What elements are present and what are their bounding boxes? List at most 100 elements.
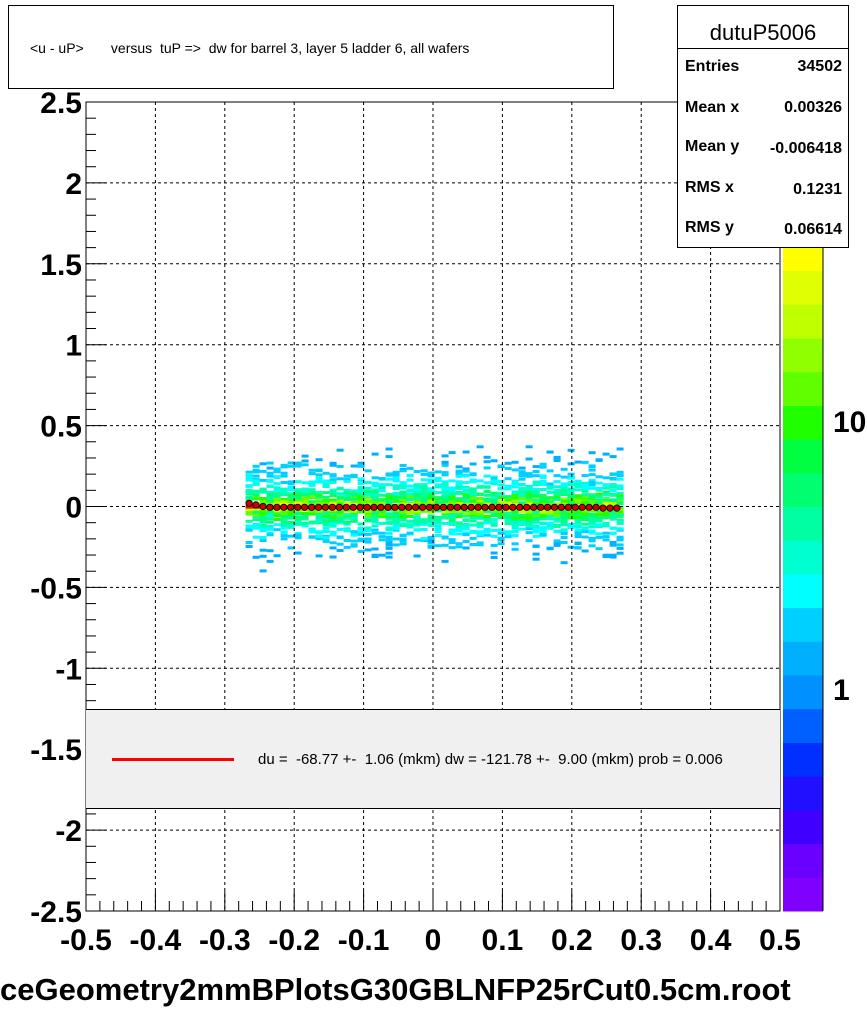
profile-point	[391, 503, 399, 511]
heat-cell	[329, 461, 337, 465]
heat-cell	[525, 524, 533, 528]
x-tick-label: 0.2	[551, 924, 593, 957]
heat-cell	[560, 522, 568, 526]
heat-cell	[252, 510, 260, 514]
heat-cell	[280, 510, 288, 514]
heat-cell	[406, 519, 414, 523]
heat-cell	[322, 536, 330, 540]
heat-cell	[462, 518, 470, 522]
heat-cell	[434, 483, 442, 487]
heat-cell	[553, 480, 561, 484]
heat-cell	[469, 523, 477, 527]
heat-cell	[245, 476, 253, 480]
heat-cell	[588, 495, 596, 499]
heat-cell	[532, 557, 540, 561]
profile-point	[550, 503, 559, 511]
heat-cell	[406, 531, 414, 535]
heat-cell	[273, 494, 281, 498]
heat-cell	[266, 517, 274, 521]
heat-cell	[322, 502, 330, 505]
heat-cell	[378, 512, 386, 516]
heat-cell	[273, 486, 281, 490]
heat-cell	[420, 489, 428, 493]
heat-cell	[301, 521, 309, 525]
heat-cell	[308, 495, 316, 499]
heat-cell	[280, 534, 288, 538]
heat-cell	[392, 471, 400, 475]
heat-cell	[511, 482, 519, 486]
heat-cell	[504, 530, 512, 534]
heat-cell	[357, 530, 365, 534]
heat-cell	[427, 480, 435, 484]
heat-cell	[497, 536, 505, 540]
heat-cell	[567, 483, 575, 487]
heat-cell	[469, 543, 477, 547]
heat-cell	[329, 541, 337, 545]
heat-cell	[574, 482, 582, 486]
y-tick-label: 1	[65, 330, 82, 363]
heat-cell	[567, 523, 575, 526]
heat-cell	[322, 539, 330, 543]
heat-cell	[532, 527, 540, 531]
heat-cell	[287, 464, 295, 468]
heat-cell	[518, 514, 526, 517]
heat-cell	[497, 509, 505, 513]
heat-cell	[378, 477, 386, 481]
y-tick-label: -2	[55, 815, 82, 848]
heat-cell	[525, 493, 533, 497]
heat-cell	[245, 519, 253, 523]
heat-cell	[518, 527, 526, 531]
heat-cell	[525, 515, 533, 519]
heat-cell	[462, 485, 470, 489]
heat-cell	[511, 526, 519, 529]
heat-cell	[252, 555, 260, 559]
heat-cell	[532, 515, 540, 518]
heat-cell	[511, 510, 519, 514]
heat-cell	[602, 535, 610, 539]
palette-cell	[783, 809, 823, 845]
heat-cell	[469, 516, 477, 520]
heat-cell	[343, 545, 351, 549]
heat-cell	[518, 488, 526, 492]
heat-cell	[252, 526, 260, 529]
heat-cell	[539, 514, 547, 518]
heat-cell	[595, 488, 603, 492]
heat-cell	[553, 517, 561, 521]
heat-cell	[616, 535, 624, 539]
heat-cell	[329, 463, 337, 467]
heat-cell	[294, 496, 302, 500]
heat-cell	[455, 491, 463, 494]
heat-cell	[364, 469, 372, 473]
profile-point	[488, 503, 496, 511]
heat-cell	[462, 546, 470, 550]
heat-cell	[574, 521, 582, 525]
heat-cell	[392, 494, 400, 498]
heat-cell	[560, 518, 568, 522]
heat-cell	[364, 537, 372, 541]
heat-cell	[427, 541, 435, 545]
heat-cell	[329, 489, 337, 493]
heat-cell	[469, 512, 477, 515]
heat-cell	[392, 523, 400, 527]
heat-cell	[336, 487, 344, 491]
heat-cell	[280, 524, 288, 528]
heat-cell	[483, 455, 491, 459]
heat-cell	[518, 466, 526, 470]
heat-cell	[490, 521, 498, 525]
heat-cell	[385, 555, 393, 559]
heat-cell	[259, 525, 267, 528]
heat-cell	[343, 520, 351, 524]
heat-cell	[308, 480, 316, 484]
heat-cell	[329, 517, 337, 521]
heat-cell	[308, 530, 316, 534]
heat-cell	[441, 498, 449, 502]
profile-point	[398, 503, 406, 511]
profile-point	[432, 503, 441, 511]
heat-cell	[399, 534, 407, 537]
heat-cell	[504, 486, 512, 490]
heat-cell	[406, 492, 414, 496]
heat-cell	[595, 523, 603, 527]
heat-cell	[336, 499, 344, 503]
heat-cell	[294, 480, 302, 484]
heat-cell	[350, 533, 358, 537]
